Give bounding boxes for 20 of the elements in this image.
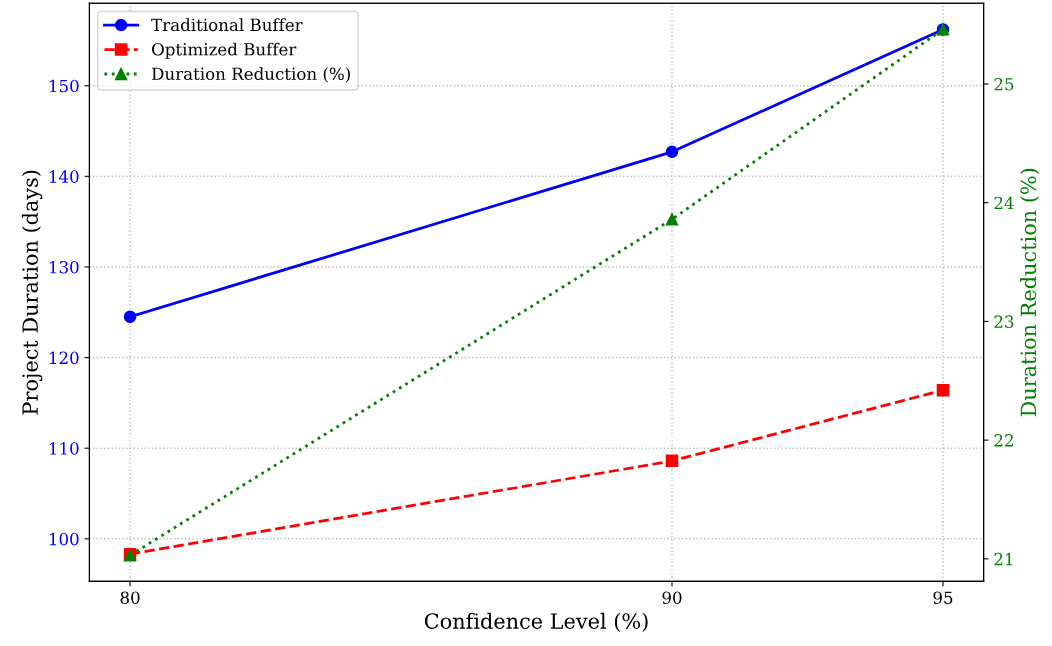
- y2-tick-label: 23: [994, 315, 1014, 328]
- y2-tick-label: 24: [994, 196, 1014, 210]
- x-tick-label: 80: [120, 591, 140, 605]
- y2-tick-label: 22: [994, 434, 1013, 447]
- y-tick-label: 120: [49, 351, 79, 365]
- y-tick-label: 140: [49, 170, 79, 183]
- y2-tick-label: 25: [994, 77, 1014, 91]
- x-tick-label: 90: [662, 591, 682, 605]
- legend-label: Traditional Buffer: [151, 18, 303, 32]
- y-axis-title: Project Duration (days): [21, 170, 43, 415]
- y-tick-label: 100: [49, 532, 79, 546]
- legend-label: Optimized Buffer: [152, 42, 297, 59]
- x-tick-label: 95: [933, 591, 953, 605]
- y-tick-label: 110: [49, 442, 79, 455]
- y2-axis-title: Duration Reduction (%): [1020, 168, 1040, 417]
- y-tick-label: 130: [49, 260, 79, 274]
- x-axis-title: Confidence Level (%): [424, 612, 648, 632]
- y2-tick-label: 21: [994, 552, 1013, 566]
- y-tick-label: 150: [49, 79, 79, 93]
- legend-label: Duration Reduction (%): [152, 67, 350, 83]
